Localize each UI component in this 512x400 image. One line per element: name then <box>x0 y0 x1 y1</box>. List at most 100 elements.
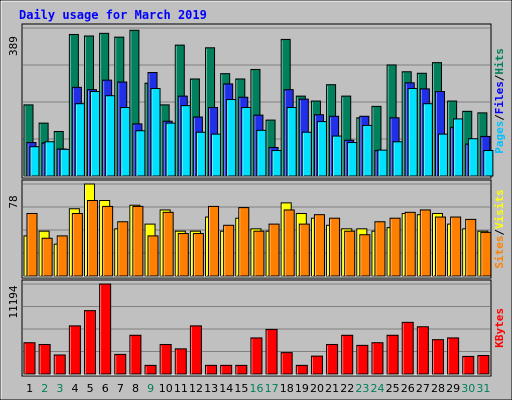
x-tick-label: 28 <box>431 382 445 395</box>
x-tick-label: 4 <box>71 382 78 395</box>
bar-pages <box>120 107 131 177</box>
bar-kbytes <box>68 325 81 375</box>
x-tick-label: 29 <box>446 382 460 395</box>
bar-sites <box>404 211 416 277</box>
bar-sites <box>344 230 356 277</box>
x-tick-label: 17 <box>265 382 279 395</box>
bar-pages <box>241 107 252 177</box>
x-tick-label: 13 <box>204 382 218 395</box>
x-tick-label: 16 <box>250 382 264 395</box>
bar-kbytes <box>416 326 429 375</box>
bar-kbytes <box>341 334 354 375</box>
bar-sites <box>26 212 38 277</box>
bar-kbytes <box>189 325 202 375</box>
x-tick-label: 10 <box>159 382 173 395</box>
bar-pages <box>180 105 191 177</box>
bar-pages <box>362 124 373 177</box>
x-tick-label: 26 <box>401 382 415 395</box>
x-tick-label: 3 <box>56 382 63 395</box>
bar-sites <box>253 230 265 277</box>
bar-sites <box>465 218 477 277</box>
bar-sites <box>102 205 114 277</box>
panel-3: 11194 KBytes <box>7 279 506 377</box>
x-tick-label: 30 <box>461 382 475 395</box>
x-tick-label: 11 <box>174 382 188 395</box>
bar-sites <box>56 235 68 277</box>
bar-pages <box>29 146 40 177</box>
chart-panels: 389Pages/Files/Hits78Sites/Visits11194KB… <box>7 23 506 377</box>
bar-kbytes <box>295 364 308 375</box>
bar-sites <box>419 209 431 277</box>
bar-pages <box>59 148 70 177</box>
x-tick-label: 25 <box>386 382 400 395</box>
bar-pages <box>271 150 282 177</box>
bar-sites <box>434 216 446 277</box>
right-axis-label: Sites <box>493 235 506 268</box>
bar-pages <box>422 103 433 177</box>
y-max-label: 78 <box>7 195 20 208</box>
bar-sites <box>162 211 174 277</box>
bar-sites <box>374 221 386 277</box>
x-tick-label: 18 <box>280 382 294 395</box>
bar-kbytes <box>235 364 248 375</box>
bar-pages <box>301 131 312 177</box>
right-axis-label: Visits <box>493 189 506 229</box>
bar-kbytes <box>386 334 399 375</box>
bar-kbytes <box>23 342 36 375</box>
bar-kbytes <box>310 355 323 375</box>
bar-pages <box>316 121 327 177</box>
bar-kbytes <box>129 334 142 375</box>
bar-sites <box>208 205 220 277</box>
bar-pages <box>211 133 222 177</box>
bar-sites <box>313 214 325 277</box>
bar-pages <box>377 149 388 177</box>
bar-pages <box>135 130 146 177</box>
bar-pages <box>195 131 206 177</box>
bar-pages <box>347 142 358 177</box>
chart-title: Daily usage for March 2019 <box>19 8 207 22</box>
bar-kbytes <box>159 343 172 375</box>
bar-kbytes <box>84 310 97 375</box>
bar-sites <box>298 223 310 277</box>
bar-pages <box>44 141 55 177</box>
bar-sites <box>71 212 83 277</box>
bar-kbytes <box>99 283 112 375</box>
bar-sites <box>359 234 371 277</box>
bar-sites <box>329 217 341 277</box>
x-tick-label: 27 <box>416 382 430 395</box>
bar-kbytes <box>144 364 157 375</box>
bar-pages <box>256 129 267 177</box>
bar-kbytes <box>265 328 278 375</box>
y-max-label: 389 <box>7 36 20 56</box>
x-tick-label: 15 <box>234 382 248 395</box>
x-tick-label: 21 <box>325 382 339 395</box>
right-axis-label: / <box>493 114 506 121</box>
x-tick-label: 31 <box>476 382 490 395</box>
x-tick-label: 8 <box>132 382 139 395</box>
bar-sites <box>177 233 189 277</box>
panel-2: 78 Sites/Visits <box>7 179 506 279</box>
bar-kbytes <box>38 343 51 375</box>
x-tick-label: 19 <box>295 382 309 395</box>
bar-sites <box>41 237 53 277</box>
x-tick-label: 1 <box>26 382 33 395</box>
bar-pages <box>392 141 403 177</box>
x-tick-label: 12 <box>189 382 203 395</box>
bar-kbytes <box>356 344 369 375</box>
bar-kbytes <box>280 352 293 375</box>
bar-sites <box>450 216 462 277</box>
bar-pages <box>90 91 101 177</box>
bar-kbytes <box>371 342 384 375</box>
bar-pages <box>407 87 418 177</box>
bar-pages <box>74 103 85 177</box>
bar-kbytes <box>114 353 127 375</box>
bar-kbytes <box>205 364 218 375</box>
bar-pages <box>150 87 161 177</box>
right-axis-label: Pages <box>493 121 506 154</box>
bar-kbytes <box>174 348 187 375</box>
x-tick-label: 9 <box>147 382 154 395</box>
bar-pages <box>453 118 464 177</box>
bar-sites <box>238 207 250 277</box>
